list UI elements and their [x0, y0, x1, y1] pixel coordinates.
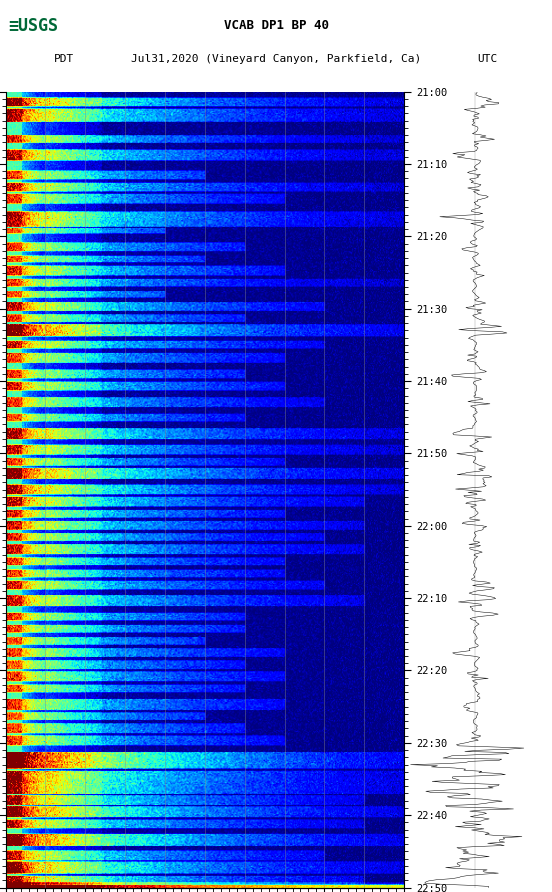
Text: Jul31,2020 (Vineyard Canyon, Parkfield, Ca): Jul31,2020 (Vineyard Canyon, Parkfield, …: [131, 54, 421, 64]
Text: PDT: PDT: [54, 54, 75, 64]
Text: VCAB DP1 BP 40: VCAB DP1 BP 40: [224, 20, 328, 32]
Text: ≡USGS: ≡USGS: [8, 17, 58, 35]
Text: UTC: UTC: [477, 54, 498, 64]
